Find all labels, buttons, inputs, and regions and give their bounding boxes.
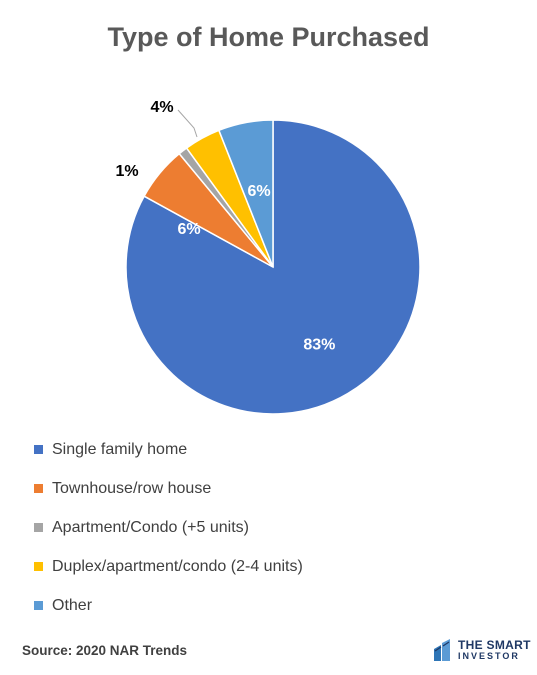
chart-title: Type of Home Purchased [107,22,430,52]
legend-item-2: Townhouse/row house [34,469,303,508]
brand-logo: THE SMART INVESTOR [432,637,531,663]
legend-item-5: Other [34,586,303,625]
pie-slice-5 [217,119,274,268]
legend-label: Other [52,596,93,614]
chart-legend: Single family home Townhouse/row house Apa… [34,430,303,625]
pie-chart: 83% 6% 1% 4% 6% [115,99,421,415]
legend-label: Single family home [52,440,188,458]
logo-text-line1: THE SMART [458,638,531,652]
legend-swatch [34,484,43,493]
data-label-4: 4% [150,99,173,116]
brand-logo-icon [434,639,450,661]
data-label-2: 6% [177,221,200,238]
legend-label: Apartment/Condo (+5 units) [52,518,249,536]
leader-line-4 [177,109,198,138]
legend-swatch [34,562,43,571]
legend-item-3: Apartment/Condo (+5 units) [34,508,303,547]
source-note: Source: 2020 NAR Trends [22,643,188,658]
legend-item-1: Single family home [34,430,303,469]
logo-text-line2: INVESTOR [458,651,520,661]
data-label-3: 1% [115,163,138,180]
legend-item-4: Duplex/apartment/condo (2-4 units) [34,547,303,586]
legend-swatch [34,523,43,532]
data-label-5: 6% [247,183,270,200]
legend-label: Townhouse/row house [52,479,212,497]
legend-label: Duplex/apartment/condo (2-4 units) [52,557,303,575]
data-label-1: 83% [303,337,335,354]
legend-swatch [34,601,43,610]
legend-swatch [34,445,43,454]
